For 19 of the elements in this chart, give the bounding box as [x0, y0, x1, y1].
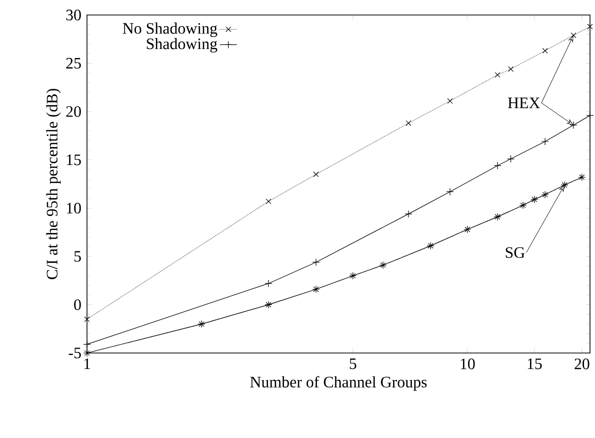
- y-tick-label: 20: [66, 106, 81, 117]
- x-tick-label: 15: [528, 358, 542, 370]
- x-tick-label: 10: [460, 358, 475, 370]
- legend-label: No Shadowing: [122, 22, 218, 38]
- y-tick-label: 0: [74, 299, 81, 310]
- annotation: HEX: [508, 98, 540, 108]
- annotation: SG: [506, 247, 525, 258]
- y-tick-label: 15: [66, 154, 81, 166]
- y-axis-title: C/I at the 95th percentile (dB): [46, 88, 61, 280]
- legend-label: Shadowing: [146, 38, 218, 52]
- y-tick-label: -5: [68, 348, 81, 358]
- x-tick-label: 5: [350, 358, 356, 370]
- y-tick-label: 5: [74, 251, 81, 262]
- y-tick-label: 25: [66, 58, 81, 69]
- y-tick-label: 10: [66, 202, 81, 214]
- x-tick-label: 20: [574, 358, 590, 370]
- x-tick-label: 1: [84, 358, 90, 370]
- y-tick-label: 30: [66, 10, 81, 20]
- x-axis-title: Number of Channel Groups: [250, 376, 427, 391]
